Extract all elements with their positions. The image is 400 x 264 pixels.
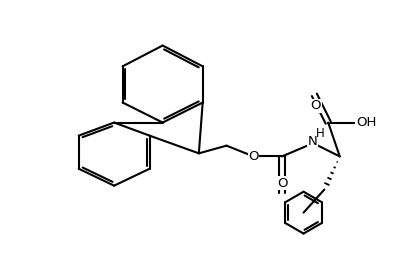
Text: O: O	[311, 100, 321, 112]
Text: OH: OH	[356, 116, 376, 129]
Text: O: O	[248, 150, 259, 163]
Text: O: O	[277, 177, 287, 190]
Text: N: N	[308, 135, 318, 148]
Text: H: H	[316, 127, 325, 140]
